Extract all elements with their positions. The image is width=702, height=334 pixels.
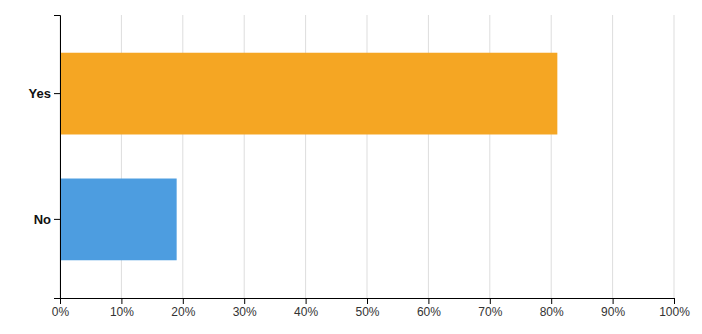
grid-line	[612, 15, 613, 298]
tick-mark	[613, 298, 614, 304]
bar	[60, 179, 177, 261]
chart: 0% 10% 20% 30% 40% 50% 60% 70% 80% 90% 100% No Yes	[0, 0, 702, 334]
axis-line	[61, 299, 675, 305]
bar	[60, 53, 557, 135]
tick: No	[34, 212, 60, 227]
tick-mark	[54, 93, 60, 94]
tick-label: 80%	[540, 305, 564, 319]
tick-mark	[54, 219, 60, 220]
tick: 30%	[233, 298, 257, 319]
tick-label: 70%	[478, 305, 502, 319]
tick-mark	[244, 298, 245, 304]
tick-label: 100%	[659, 305, 690, 319]
tick-mark	[367, 298, 368, 304]
tick: 50%	[355, 298, 379, 319]
tick-mark	[121, 298, 122, 304]
tick-label: 50%	[355, 305, 379, 319]
tick-mark	[490, 298, 491, 304]
tick: 20%	[171, 298, 195, 319]
tick-label: 60%	[417, 305, 441, 319]
tick: 0%	[52, 298, 70, 319]
bars	[60, 53, 557, 261]
axis-line	[54, 16, 61, 299]
x-axis: 0% 10% 20% 30% 40% 50% 60% 70% 80% 90% 100%	[52, 298, 690, 319]
grid	[60, 15, 674, 298]
tick: 80%	[540, 298, 564, 319]
tick: 90%	[601, 298, 625, 319]
tick-label: 10%	[110, 305, 134, 319]
grid-line	[674, 15, 675, 298]
tick: 60%	[417, 298, 441, 319]
tick: Yes	[29, 86, 60, 101]
tick: 10%	[110, 298, 134, 319]
tick-mark	[428, 298, 429, 304]
tick-mark	[551, 298, 552, 304]
tick-mark	[674, 298, 675, 304]
tick: 70%	[478, 298, 502, 319]
tick-mark	[183, 298, 184, 304]
tick-label: Yes	[29, 86, 51, 101]
tick-label: 0%	[52, 305, 70, 319]
tick: 100%	[659, 298, 690, 319]
tick-label: 40%	[294, 305, 318, 319]
plot: 0% 10% 20% 30% 40% 50% 60% 70% 80% 90% 100% No Yes	[29, 15, 691, 319]
tick-mark	[306, 298, 307, 304]
tick-label: 20%	[171, 305, 195, 319]
y-axis: No Yes	[29, 16, 61, 299]
tick-label: 30%	[233, 305, 257, 319]
tick: 40%	[294, 298, 318, 319]
tick-label: No	[34, 212, 51, 227]
tick-label: 90%	[601, 305, 625, 319]
